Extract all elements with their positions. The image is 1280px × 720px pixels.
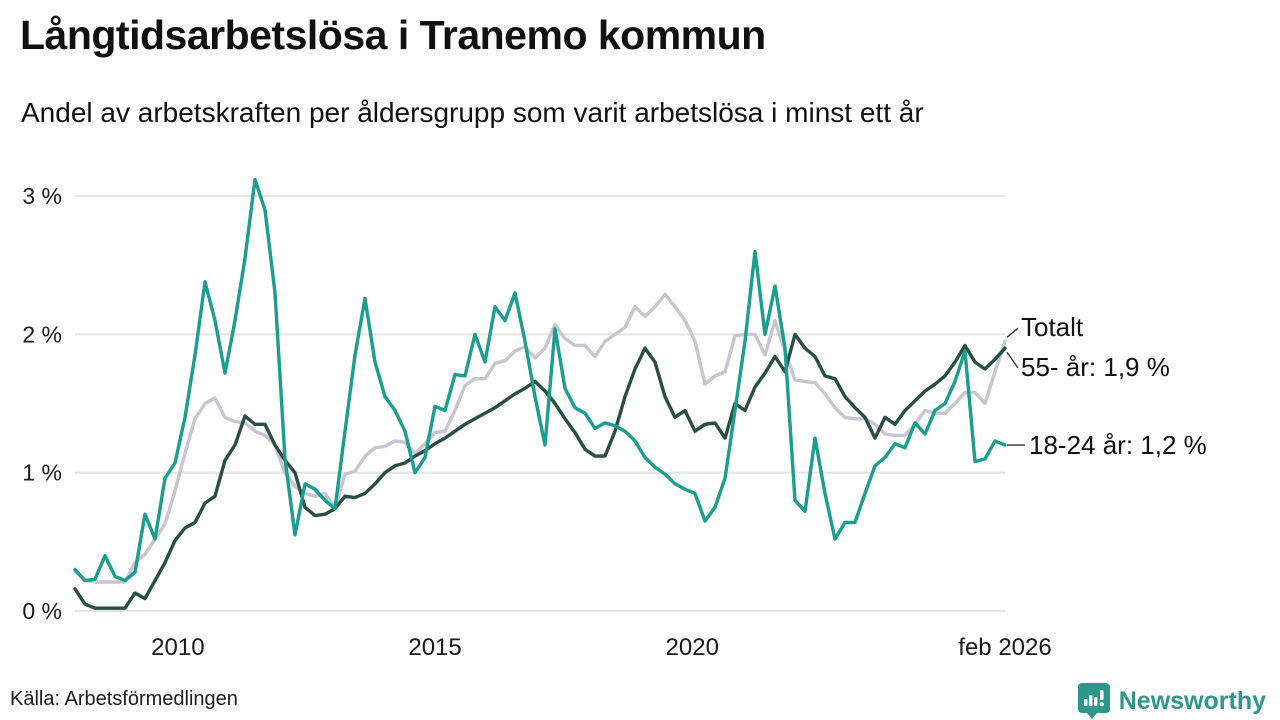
end-label-1: 55- år: 1,9 % (1021, 352, 1170, 382)
end-label-connector-1 (1006, 351, 1019, 369)
end-label-0: Totalt (1021, 312, 1084, 342)
y-tick-label: 1 % (22, 460, 62, 486)
series-line-0 (73, 292, 1007, 584)
x-tick-label: 2010 (151, 634, 204, 661)
chart-subtitle: Andel av arbetskraften per åldersgrupp s… (21, 97, 924, 128)
y-tick-label: 3 % (22, 183, 62, 209)
series-line-2 (73, 177, 1007, 583)
end-label-2: 18-24 år: 1,2 % (1029, 430, 1207, 460)
end-label-connector-0 (1006, 327, 1019, 338)
newsworthy-wordmark: Newsworthy (1118, 686, 1266, 715)
x-tick-label: feb 2026 (958, 634, 1051, 661)
line-chart: 0 % 1 % 2 % 3 % 2010 2015 2020 feb 2026 Totalt 55… (22, 177, 1207, 661)
x-tick-label: 2015 (408, 634, 461, 661)
series-line-1 (73, 332, 1007, 610)
newsworthy-bubble-chart-icon (1077, 682, 1111, 720)
y-tick-label: 2 % (22, 321, 62, 347)
y-tick-label: 0 % (22, 598, 62, 624)
source-note: Källa: Arbetsförmedlingen (10, 688, 238, 710)
newsworthy-logo[interactable]: Newsworthy (1077, 682, 1266, 720)
x-tick-label: 2020 (666, 634, 719, 661)
page-title: Långtidsarbetslösa i Tranemo kommun (20, 12, 766, 58)
